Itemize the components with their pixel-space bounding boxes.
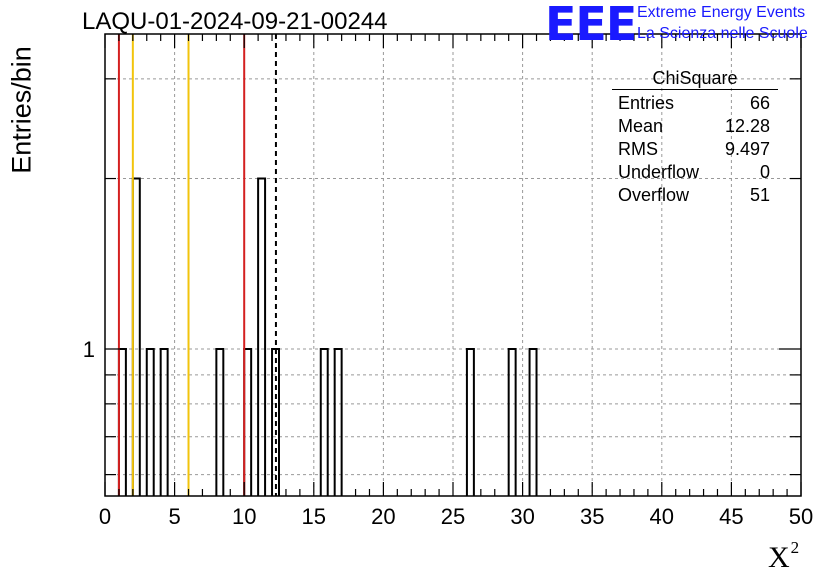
stats-label: Entries <box>618 93 675 113</box>
x-tick-label: 45 <box>719 504 743 529</box>
stats-value: 0 <box>759 162 770 182</box>
y-axis-label: Entries/bin <box>6 46 37 174</box>
stats-label: RMS <box>618 139 658 159</box>
logo-line-2: La Scienza nelle Scuole <box>637 25 808 42</box>
stats-row-overflow: Overflow 51 <box>612 184 778 207</box>
histogram-bin <box>131 177 141 496</box>
histogram-bin <box>215 347 225 496</box>
x-tick-label: 15 <box>302 504 326 529</box>
histogram-bin <box>257 177 267 496</box>
stats-row-entries: Entries 66 <box>612 92 778 115</box>
stats-title: ChiSquare <box>612 67 778 90</box>
x-axis-label-superscript: 2 <box>790 538 800 557</box>
stats-box: ChiSquare Entries 66 Mean 12.28 RMS 9.49… <box>612 67 778 207</box>
stats-value: 12.28 <box>724 116 770 136</box>
x-tick-label: 5 <box>168 504 180 529</box>
stats-row-rms: RMS 9.497 <box>612 138 778 161</box>
histogram-bin <box>507 347 517 496</box>
stats-value: 51 <box>749 185 770 205</box>
stats-label: Overflow <box>618 185 690 205</box>
histogram-bin <box>243 347 253 496</box>
chart-title: LAQU-01-2024-09-21-00244 <box>82 8 388 35</box>
stats-row-underflow: Underflow 0 <box>612 161 778 184</box>
stats-label: Mean <box>618 116 664 136</box>
stats-value: 66 <box>749 93 770 113</box>
x-axis-label: X2 <box>768 538 799 575</box>
histogram-bin <box>465 347 475 496</box>
histogram-bin <box>117 347 127 496</box>
stats-label: Underflow <box>618 162 700 182</box>
x-tick-label: 35 <box>580 504 604 529</box>
histogram-bin <box>319 347 329 496</box>
stats-row-mean: Mean 12.28 <box>612 115 778 138</box>
stats-value: 9.497 <box>724 139 770 159</box>
x-tick-label: 40 <box>650 504 674 529</box>
histogram-bin <box>528 347 538 496</box>
x-axis-label-base: X <box>768 541 790 574</box>
histogram-bin <box>159 347 169 496</box>
histogram-bin <box>333 347 343 496</box>
x-tick-label: 20 <box>371 504 395 529</box>
histogram-bin <box>271 347 280 496</box>
x-tick-label: 30 <box>510 504 534 529</box>
histogram-bin <box>145 347 155 496</box>
x-tick-label: 10 <box>232 504 256 529</box>
logo-subtitle: Extreme Energy Events La Scienza nelle S… <box>637 2 808 44</box>
eee-logo: EEE <box>545 0 637 51</box>
y-tick-label: 1 <box>83 337 95 362</box>
x-tick-label: 25 <box>441 504 465 529</box>
x-tick-label: 50 <box>789 504 813 529</box>
logo-line-1: Extreme Energy Events <box>637 4 806 21</box>
x-tick-label: 0 <box>99 504 111 529</box>
